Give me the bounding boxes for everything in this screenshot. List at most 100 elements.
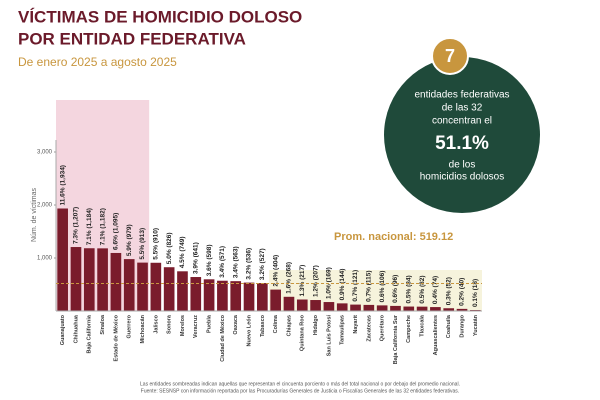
value-label: 2.4% (404) (272, 255, 279, 287)
bar (203, 279, 215, 311)
bar (57, 208, 68, 311)
value-label: 4.5% (749) (179, 237, 186, 269)
y-tick-label: 3,000 (37, 150, 53, 156)
x-tick-label: San Luis Potosí (326, 315, 332, 357)
x-tick-label: Quintana Roo (300, 314, 306, 351)
value-label: 1.6% (268) (286, 262, 293, 294)
bar (336, 303, 348, 311)
value-label: 1.3% (217) (299, 265, 306, 297)
x-tick-label: Jalisco (153, 314, 159, 333)
bar (163, 267, 175, 311)
value-label: 1.2% (207) (312, 265, 319, 297)
callout-text: de los (449, 160, 476, 171)
x-tick-label: Tabasco (260, 314, 266, 337)
x-tick-label: Chihuahua (73, 314, 79, 343)
x-tick-label: Yucatán (473, 314, 479, 336)
chart-title: POR ENTIDAD FEDERATIVA (18, 29, 246, 48)
x-tick-label: Campeche (406, 315, 412, 343)
value-label: 3.4% (571) (219, 246, 226, 278)
x-tick-label: Sinaloa (100, 314, 106, 335)
x-tick-label: Chiapas (286, 315, 292, 336)
callout-circle (384, 57, 540, 213)
bar (296, 299, 308, 311)
callout-text: entidades federativas (414, 90, 509, 101)
value-label: 7.3% (1,207) (73, 207, 80, 244)
x-tick-label: Coahuila (446, 314, 452, 338)
x-tick-label: Tlaxcala (420, 314, 426, 337)
value-label: 0.7% (115) (366, 270, 373, 301)
bar (110, 252, 122, 311)
value-label: 1.0% (169) (326, 267, 333, 299)
bar (323, 302, 335, 311)
value-label: 0.1% (18) (472, 279, 479, 307)
x-tick-label: Colima (273, 314, 279, 333)
bar (230, 281, 242, 311)
x-tick-label: Oaxaca (233, 314, 239, 335)
x-tick-label: Puebla (207, 314, 213, 333)
x-tick-label: Guanajuato (60, 314, 66, 345)
callout-text: homicidios dolosos (420, 172, 505, 183)
footnote: Las entidades sombreadas indican aquella… (140, 381, 460, 387)
bar (177, 271, 188, 311)
average-label: Prom. nacional: 519.12 (334, 231, 453, 243)
value-label: 6.6% (1,095) (113, 213, 120, 250)
bar (390, 305, 401, 311)
x-tick-label: Michoacán (140, 314, 146, 343)
x-tick-label: Zacatecas (366, 315, 372, 342)
value-label: 0.9% (144) (339, 269, 346, 301)
value-label: 0.2% (40) (459, 278, 466, 306)
value-label: 3.4% (563) (232, 246, 239, 278)
value-label: 11.6% (1,934) (59, 165, 66, 205)
x-tick-label: Estado de México (113, 314, 119, 361)
x-tick-label: Tamaulipas (340, 315, 346, 345)
value-label: 5.9% (979) (126, 224, 133, 256)
callout-number: 7 (445, 46, 455, 66)
bar (83, 248, 95, 311)
callout-text: de las 32 (442, 103, 483, 114)
bar (456, 308, 468, 311)
bar (270, 289, 281, 311)
value-label: 0.4% (74) (432, 276, 439, 304)
bar (310, 300, 321, 311)
bar (243, 282, 255, 311)
value-label: 3.2% (527) (259, 248, 266, 280)
x-tick-label: Baja California (87, 314, 93, 353)
x-tick-label: Querétaro (380, 314, 386, 341)
value-label: 0.6% (96) (392, 275, 399, 303)
footnote: Fuente: SESNSP con información reportada… (141, 388, 459, 394)
callout-badge (431, 37, 469, 75)
bar (217, 280, 228, 311)
value-label: 0.7% (121) (352, 270, 359, 302)
x-tick-label: Ciudad de México (220, 314, 226, 361)
x-tick-label: Nuevo León (246, 314, 252, 346)
chart-subtitle: De enero 2025 a agosto 2025 (18, 55, 177, 69)
x-tick-label: Morelos (180, 315, 186, 336)
x-tick-label: Sonora (167, 314, 173, 334)
bar (430, 307, 441, 311)
x-tick-label: Guerrero (127, 314, 133, 338)
bar (363, 304, 375, 311)
bar (123, 259, 135, 311)
x-tick-label: Nayarit (353, 315, 359, 334)
x-tick-label: Baja California Sur (393, 314, 399, 364)
value-label: 0.3% (52) (445, 277, 452, 305)
value-label: 3.9% (641) (193, 242, 200, 274)
x-tick-label: Veracruz (193, 315, 199, 338)
y-tick-label: 2,000 (37, 203, 53, 209)
bar (350, 304, 361, 311)
value-label: 7.1% (1,182) (99, 208, 106, 245)
bar (97, 248, 108, 311)
chart-title: VÍCTIMAS DE HOMICIDIO DOLOSO (18, 7, 302, 26)
value-label: 0.6% (106) (379, 271, 386, 303)
bar (70, 247, 82, 311)
x-tick-label: Hidalgo (313, 314, 319, 335)
value-label: 0.5% (84) (406, 275, 413, 303)
value-label: 3.2% (536) (246, 248, 253, 280)
bar (190, 277, 202, 311)
bar (416, 306, 428, 311)
bar (150, 262, 162, 311)
bar (257, 283, 268, 311)
bar (403, 306, 415, 311)
bar (443, 308, 455, 311)
